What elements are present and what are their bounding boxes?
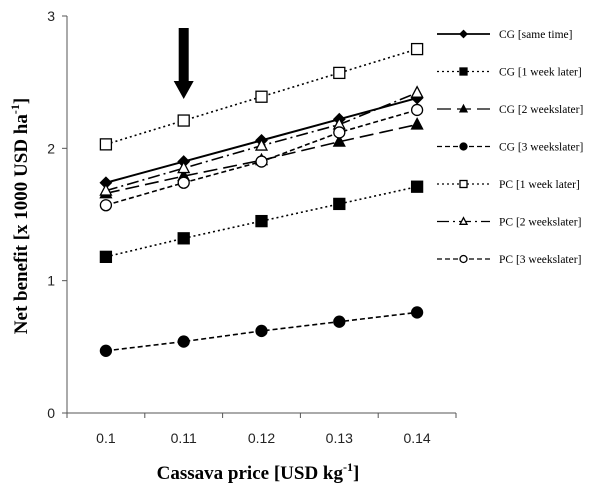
square-marker — [177, 114, 190, 127]
legend-label: CG [same time] — [499, 29, 572, 41]
series-group — [99, 180, 424, 263]
circle-marker — [99, 344, 113, 357]
x-axis-title: Cassava price [USD kg-1] — [157, 460, 360, 484]
square-marker — [459, 179, 468, 189]
y-tick-label: 2 — [47, 140, 55, 156]
y-tick-label: 1 — [47, 273, 55, 289]
x-tick-label: 0.14 — [403, 430, 430, 446]
series-group — [99, 42, 424, 151]
square-marker — [255, 214, 268, 228]
triangle-marker — [458, 103, 469, 113]
down-arrow-annotation — [173, 28, 194, 99]
circle-marker — [459, 142, 468, 151]
x-axis-title-sup: -1 — [343, 460, 353, 474]
y-tick-label: 0 — [47, 405, 55, 421]
series-group — [99, 103, 424, 212]
square-marker — [459, 67, 468, 76]
legend-label: PC [2 weekslater] — [499, 217, 581, 229]
square-marker — [410, 42, 424, 56]
circle-marker — [410, 103, 424, 117]
triangle-marker — [410, 117, 424, 130]
triangle-marker — [99, 183, 113, 196]
series-group — [99, 85, 424, 196]
plot-area: 0 1 2 3 0.1 0.11 0.12 0.13 0.14 — [47, 8, 457, 446]
circle-marker — [255, 324, 268, 338]
triangle-marker — [332, 134, 346, 147]
circle-marker — [410, 306, 424, 319]
square-marker — [333, 197, 346, 211]
legend-label: PC [1 week later] — [499, 179, 580, 191]
y-tick-label: 3 — [47, 8, 55, 24]
x-tick-label: 0.11 — [171, 430, 197, 446]
circle-marker — [459, 254, 468, 264]
square-marker — [333, 66, 346, 80]
triangle-marker — [410, 85, 424, 98]
square-marker — [99, 250, 113, 263]
legend-label: CG [1 week later] — [499, 67, 582, 79]
square-marker — [255, 90, 268, 103]
square-marker — [177, 232, 190, 245]
circle-marker — [177, 335, 190, 348]
y-axis-title-sup: -1 — [8, 104, 22, 114]
series-line — [105, 123, 418, 195]
triangle-marker — [254, 138, 269, 151]
x-tick-label: 0.13 — [326, 430, 353, 446]
x-tick-label: 0.12 — [248, 430, 275, 446]
series-line — [105, 48, 418, 146]
circle-marker — [333, 126, 346, 139]
circle-marker — [99, 199, 113, 212]
diamond-marker — [459, 29, 468, 39]
legend-label: CG [3 weekslater] — [499, 142, 583, 154]
circle-marker — [255, 155, 268, 168]
legend-label: PC [3 weekslater] — [499, 254, 581, 266]
y-axis-title: Net benefit [x 1000 USD ha-1] — [8, 98, 32, 334]
x-tick-label: 0.1 — [96, 430, 116, 446]
x-axis-title-end: ] — [353, 463, 359, 484]
triangle-marker — [458, 216, 469, 225]
series-layer — [99, 42, 424, 357]
square-marker — [410, 180, 424, 193]
legend: CG [same time] CG [1 week later] CG [2 wee… — [437, 29, 583, 266]
square-marker — [99, 138, 113, 151]
circle-marker — [333, 315, 346, 328]
series-line — [105, 185, 418, 258]
y-axis-title-end: ] — [11, 98, 32, 104]
x-axis-title-main: Cassava price [USD kg — [157, 463, 344, 484]
y-axis-title-main: Net benefit [x 1000 USD ha — [11, 114, 32, 335]
triangle-marker — [177, 160, 191, 174]
legend-label: CG [2 weekslater] — [499, 104, 583, 116]
circle-marker — [177, 176, 190, 189]
series-group — [99, 306, 424, 357]
